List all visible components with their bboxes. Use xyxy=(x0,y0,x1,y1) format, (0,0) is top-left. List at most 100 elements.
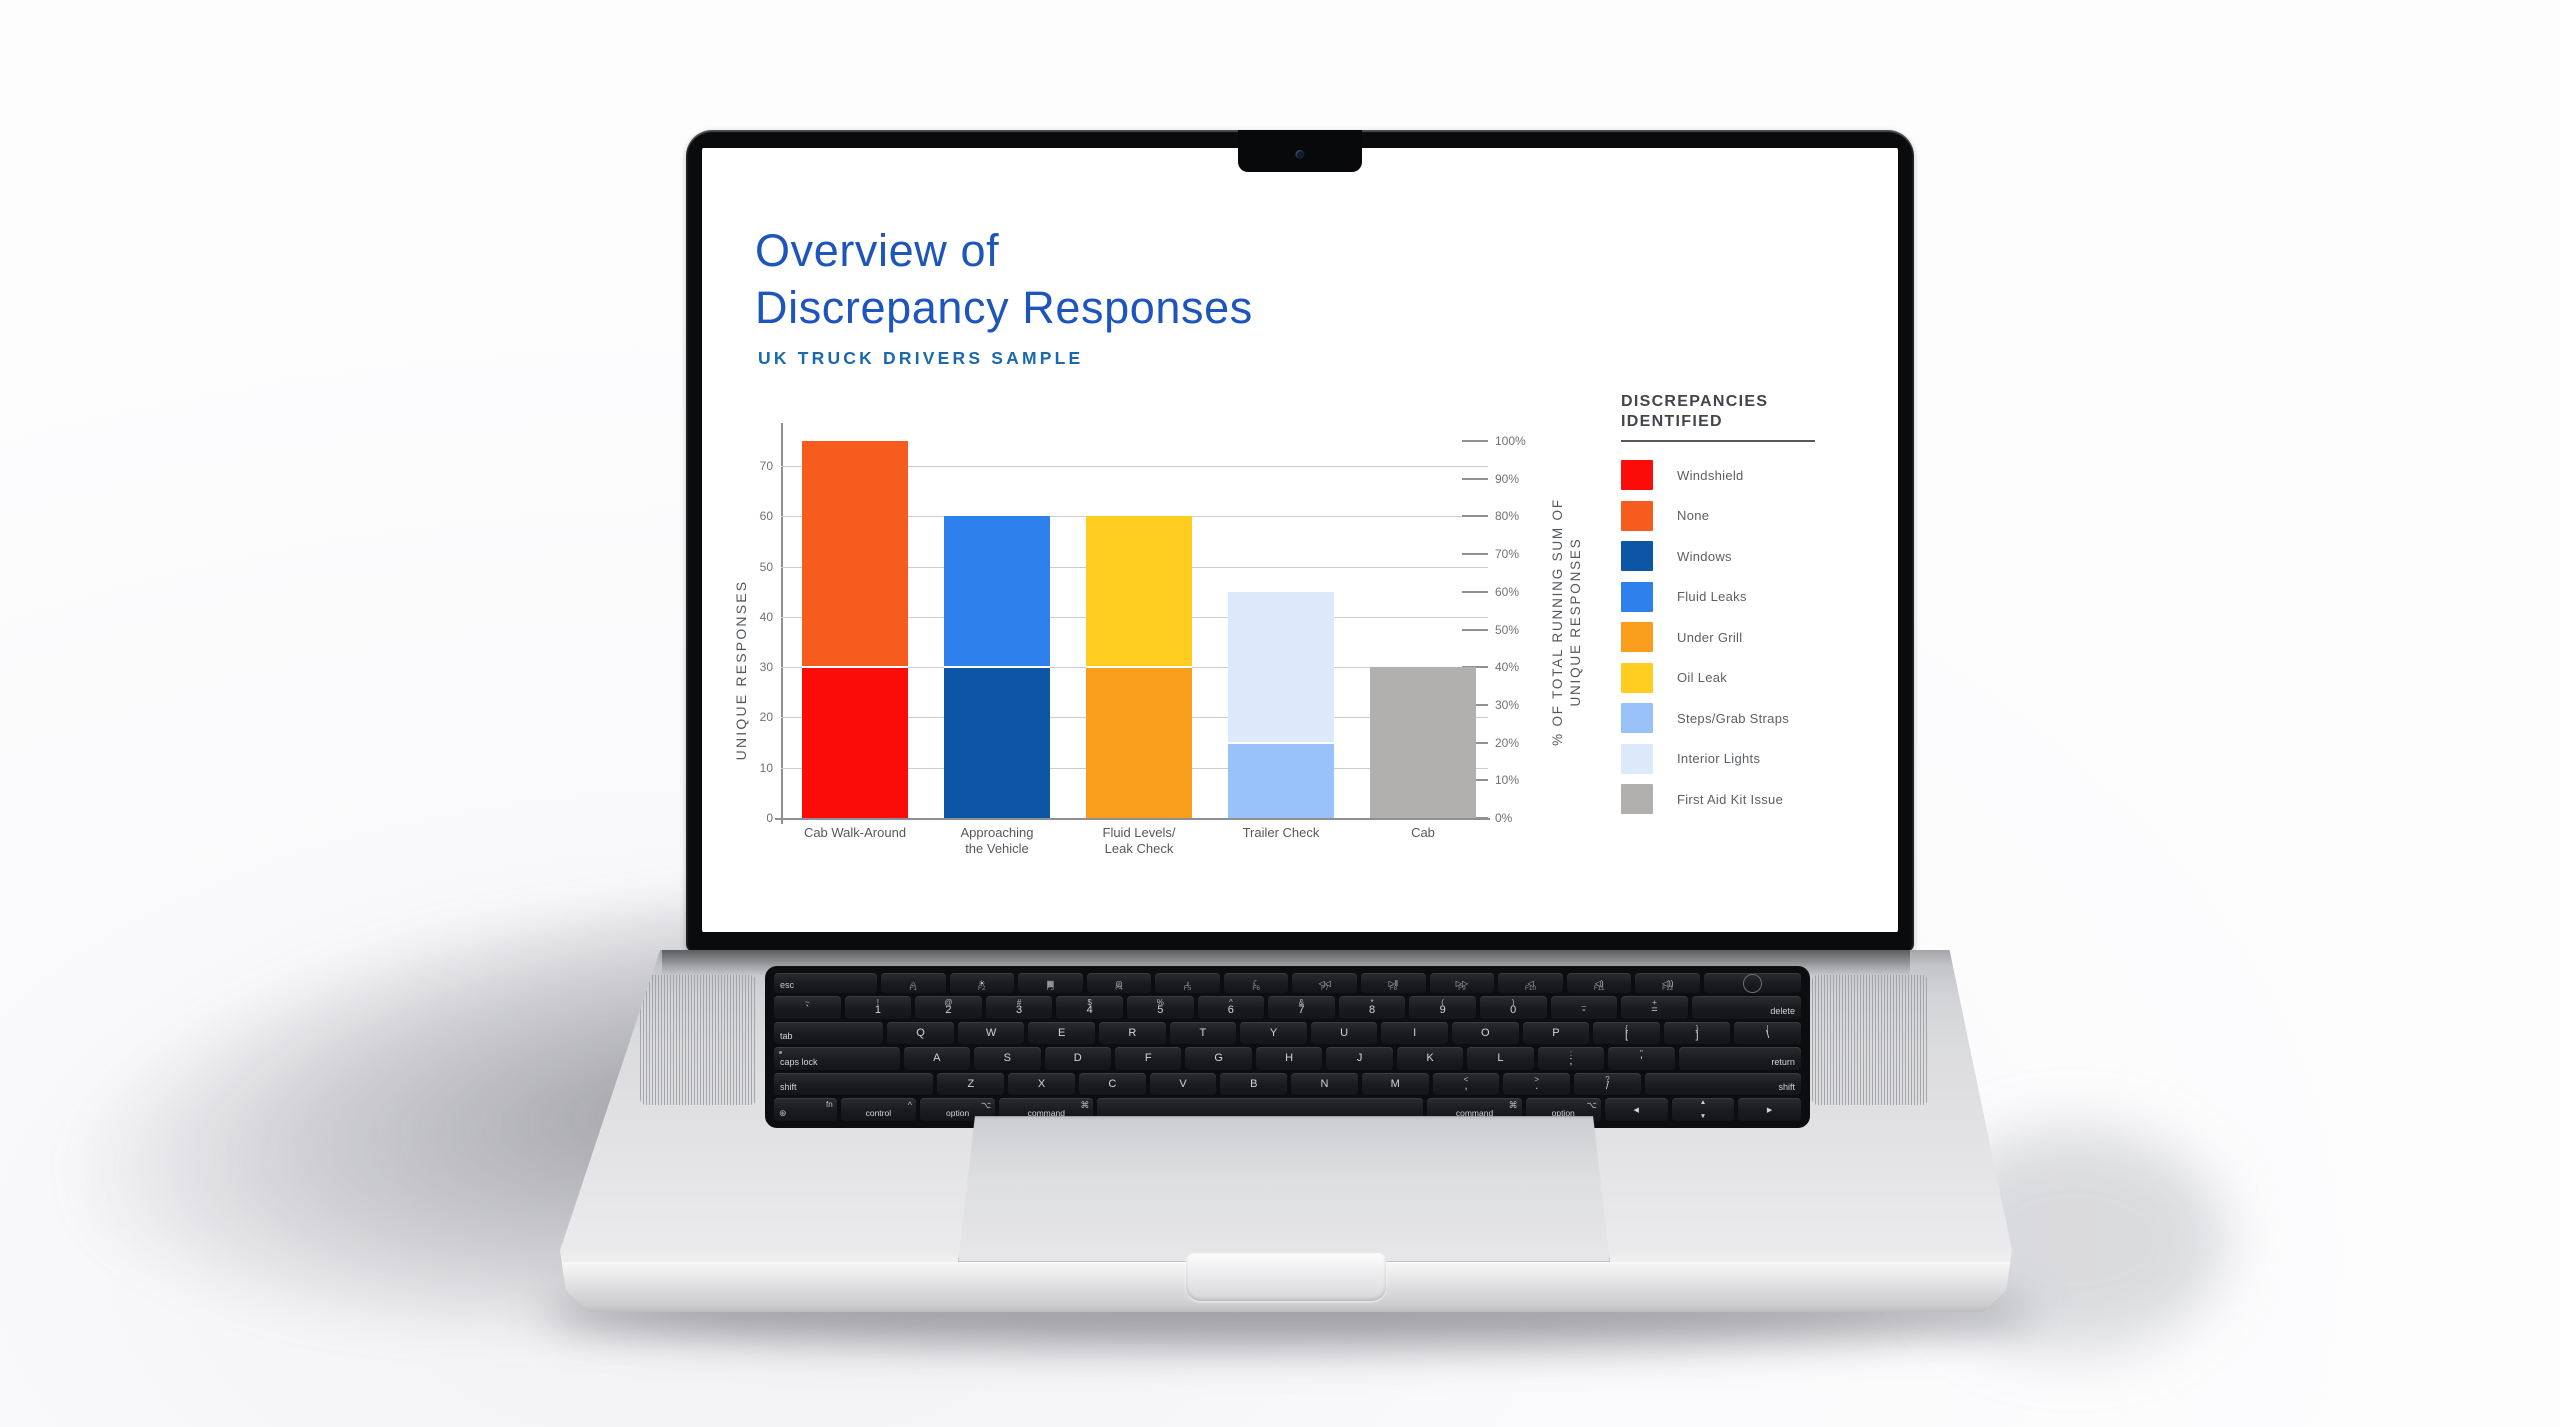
touch-id-icon xyxy=(1742,973,1762,993)
keyboard-row-bottom-letters: shift Z X C V B N M <, >.? / shift xyxy=(774,1072,1801,1096)
key-v: V xyxy=(1149,1072,1217,1096)
y-axis-tick-label: 0 xyxy=(766,811,773,825)
right-axis-tick-label: 100% xyxy=(1495,434,1526,448)
key-8: * 8 xyxy=(1338,996,1406,1019)
key-1: ! 1 xyxy=(844,996,912,1019)
key-e: E xyxy=(1028,1021,1096,1045)
right-axis-tick-label: 0% xyxy=(1495,811,1513,825)
x-axis-category-label: Cab Walk-Around xyxy=(803,825,907,840)
key--: F2 ☀ xyxy=(949,973,1015,993)
key-u: U xyxy=(1310,1021,1378,1045)
key-o: O xyxy=(1451,1021,1519,1045)
key-s: S xyxy=(974,1047,1041,1070)
y-axis-tick-label: 40 xyxy=(759,609,773,624)
key--: _ - xyxy=(1550,996,1618,1019)
key--: + = xyxy=(1621,996,1688,1019)
speaker-grille-left xyxy=(640,975,756,1105)
left-axis-line xyxy=(781,423,783,824)
key--: ▶ xyxy=(1738,1098,1801,1121)
key-f: F xyxy=(1114,1047,1182,1070)
legend-swatch xyxy=(1621,784,1653,814)
right-axis-tick xyxy=(1462,440,1488,442)
key-delete: delete xyxy=(1691,996,1801,1019)
key-w: W xyxy=(957,1021,1025,1045)
legend-label: None xyxy=(1677,508,1710,523)
laptop-base: esc F1 ☼ F2 ☀ F3 ▦ F4 ◎ F5 ♪ F6 ☾ F7 ◁◁ F8 ▷‖ F9 ▷▷ F10 ◁ F11… xyxy=(560,950,2012,1312)
key-fn: ⊕ fn xyxy=(774,1098,837,1121)
lid-lift-notch xyxy=(1186,1253,1386,1301)
legend-label: Steps/Grab Straps xyxy=(1677,710,1790,726)
legend-swatch xyxy=(1621,622,1653,652)
key--: {[ xyxy=(1593,1021,1660,1045)
key-r: R xyxy=(1099,1021,1166,1045)
slide-subtitle: UK TRUCK DRIVERS SAMPLE xyxy=(758,348,1084,368)
right-axis-title: % OF TOTAL RUNNING SUM OF UNIQUE RESPONS… xyxy=(1550,498,1583,746)
key--: F6 ☾ xyxy=(1223,973,1289,993)
legend-swatch xyxy=(1621,460,1653,490)
y-axis-tick-label: 20 xyxy=(759,710,773,725)
key-command: ⌘ command xyxy=(999,1098,1094,1121)
key--: ◀ xyxy=(1604,1098,1668,1121)
legend-label: Fluid Leaks xyxy=(1677,589,1747,604)
bar-segment-separator xyxy=(1228,741,1334,744)
key-j: J xyxy=(1326,1047,1393,1070)
key-7: & 7 xyxy=(1268,996,1335,1019)
key--: F1 ☼ xyxy=(880,973,946,993)
right-axis-tick-label: 90% xyxy=(1495,471,1520,486)
key-option: ⌥ option xyxy=(1525,1098,1601,1121)
y-axis-tick-label: 70 xyxy=(759,459,773,474)
key-h: H xyxy=(1255,1047,1323,1070)
bar-segment-separator xyxy=(1086,666,1192,669)
key-shift: shift xyxy=(774,1072,934,1096)
right-axis-tick xyxy=(1462,477,1488,480)
key-2: @2 xyxy=(915,996,982,1019)
key-0: ) 0 xyxy=(1479,996,1547,1019)
legend-item: Fluid Leaks xyxy=(1621,581,1871,612)
key--: <, xyxy=(1432,1072,1500,1096)
legend-swatch xyxy=(1621,662,1653,693)
legend-item: Windows xyxy=(1621,541,1871,571)
right-axis-tick-label: 50% xyxy=(1495,622,1520,637)
key-g: G xyxy=(1185,1047,1252,1070)
key-n: N xyxy=(1291,1072,1358,1096)
key--: F10 ◁ xyxy=(1498,973,1563,993)
legend-item: None xyxy=(1621,500,1871,531)
bar-segment-none xyxy=(802,441,908,668)
legend-item: Oil Leak xyxy=(1621,662,1871,693)
key-caps-lock: caps lock xyxy=(774,1047,900,1070)
legend-item: Interior Lights xyxy=(1621,743,1871,774)
right-axis-tick-label: 70% xyxy=(1495,547,1520,562)
right-axis-tick-label: 80% xyxy=(1495,509,1520,524)
key--: F12 ◁)) xyxy=(1635,973,1701,993)
legend-swatch xyxy=(1621,541,1653,571)
webcam-icon xyxy=(1295,150,1305,159)
keyboard-row-function: esc F1 ☼ F2 ☀ F3 ▦ F4 ◎ F5 ♪ F6 ☾ F7 ◁◁ F8 ▷‖ F9 ▷▷ F10 ◁ F11… xyxy=(774,973,1801,993)
key-i: I xyxy=(1381,1021,1448,1045)
slide-title: Overview of Discrepancy Responses xyxy=(755,225,1253,333)
keyboard-row-modifiers: ⊕ fn ^ control ⌥ option ⌘ command ⌘ command ⌥ optio… xyxy=(774,1098,1801,1121)
key--: F5 ♪ xyxy=(1155,973,1220,993)
gridline xyxy=(781,466,1488,468)
legend-item: Windshield xyxy=(1621,460,1871,490)
legend-swatch xyxy=(1621,581,1653,612)
legend-label: Oil Leak xyxy=(1677,670,1728,685)
bar-segment-fluid-leaks xyxy=(944,516,1050,668)
legend-swatch xyxy=(1621,743,1653,774)
y-axis-tick-label: 50 xyxy=(759,559,773,574)
y-axis-tick-label: 60 xyxy=(759,509,773,524)
key-q: Q xyxy=(887,1021,954,1045)
key--: F4 ◎ xyxy=(1086,973,1152,993)
x-axis-category-label: Cab xyxy=(1411,825,1435,840)
right-axis-tick-label: 10% xyxy=(1495,773,1520,788)
key-z: Z xyxy=(937,1072,1005,1096)
right-axis-tick xyxy=(1462,666,1488,669)
legend-label: Interior Lights xyxy=(1677,751,1761,766)
legend-swatch xyxy=(1621,703,1653,733)
bar-segment-oil-leak xyxy=(1086,516,1192,668)
speaker-grille-right xyxy=(1812,975,1928,1105)
key--: >. xyxy=(1503,1072,1571,1096)
legend-label: Under Grill xyxy=(1677,629,1743,645)
right-axis-tick-label: 60% xyxy=(1495,584,1520,599)
legend-item: First Aid Kit Issue xyxy=(1621,784,1871,814)
bar-segment-windshield xyxy=(802,667,908,818)
